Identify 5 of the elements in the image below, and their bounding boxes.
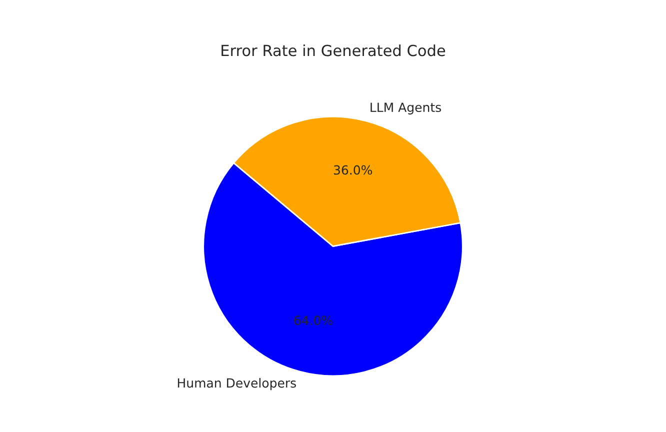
slice-label: Human Developers xyxy=(178,378,296,390)
slice-label: LLM Agents xyxy=(370,102,442,114)
data-label: 64.0% xyxy=(294,316,332,326)
data-label: 36.0% xyxy=(334,165,372,175)
chart-title: Error Rate in Generated Code xyxy=(222,44,446,56)
